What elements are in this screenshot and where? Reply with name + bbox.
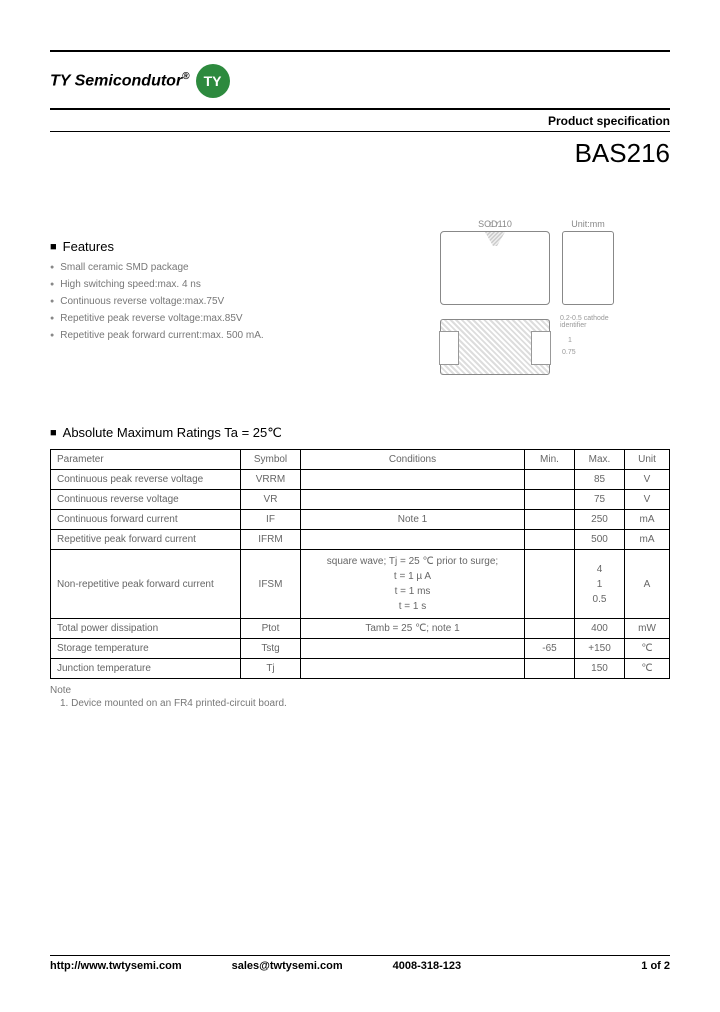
list-item: High switching speed:max. 4 ns: [50, 279, 410, 290]
feature-list: Small ceramic SMD package High switching…: [50, 262, 410, 341]
part-number: BAS216: [50, 138, 670, 169]
footer-url: http://www.twtysemi.com: [50, 960, 182, 972]
pkg-outline-side: [562, 231, 614, 305]
cathode-note: 0.2-0.5 cathode identifier: [560, 315, 620, 329]
ratings-heading: Absolute Maximum Ratings Ta = 25℃: [50, 425, 670, 441]
table-row: Storage temperatureTstg-65+150℃: [51, 639, 670, 659]
list-item: Continuous reverse voltage:max.75V: [50, 296, 410, 307]
footer-email: sales@twtysemi.com: [232, 960, 343, 972]
table-row: Repetitive peak forward currentIFRM500mA: [51, 530, 670, 550]
pkg-outline-front: 0.7: [440, 231, 550, 305]
top-rule: [50, 50, 670, 52]
list-item: Repetitive peak forward current:max. 500…: [50, 330, 410, 341]
ratings-table: Parameter Symbol Conditions Min. Max. Un…: [50, 449, 670, 679]
package-diagram: SOD110 0.7 Unit:mm 0.2-0.5 cathode ident…: [440, 219, 670, 375]
features-heading: Features: [50, 239, 410, 254]
header: TY Semicondutor® TY: [50, 64, 670, 98]
footer: http://www.twtysemi.com sales@twtysemi.c…: [50, 955, 670, 972]
pkg-notch-icon: [485, 232, 505, 246]
mid-rule: [50, 108, 670, 110]
table-row: Junction temperatureTj150℃: [51, 659, 670, 679]
col-min: Min.: [525, 450, 575, 470]
list-item: Repetitive peak reverse voltage:max.85V: [50, 313, 410, 324]
features-and-diagram: Features Small ceramic SMD package High …: [50, 239, 670, 375]
col-unit: Unit: [625, 450, 670, 470]
pkg-outline-bottom: [440, 319, 550, 375]
list-item: Small ceramic SMD package: [50, 262, 410, 273]
table-row: Continuous peak reverse voltageVRRM85V: [51, 470, 670, 490]
company-name: TY Semicondutor®: [50, 71, 190, 90]
pkg-label-side: Unit:mm: [562, 219, 614, 229]
table-row: Non-repetitive peak forward currentIFSMs…: [51, 550, 670, 619]
col-conditions: Conditions: [301, 450, 525, 470]
notes: Note 1. Device mounted on an FR4 printed…: [50, 685, 670, 709]
page-number: 1 of 2: [641, 960, 670, 972]
footer-phone: 4008-318-123: [393, 960, 462, 972]
logo-icon: TY: [196, 64, 230, 98]
table-row: Continuous forward currentIFNote 1250mA: [51, 510, 670, 530]
col-max: Max.: [575, 450, 625, 470]
col-symbol: Symbol: [241, 450, 301, 470]
note-item: 1. Device mounted on an FR4 printed-circ…: [60, 698, 670, 709]
table-row: Total power dissipationPtotTamb = 25 ℃; …: [51, 619, 670, 639]
product-spec-label: Product specification: [50, 114, 670, 132]
table-header-row: Parameter Symbol Conditions Min. Max. Un…: [51, 450, 670, 470]
note-heading: Note: [50, 685, 670, 696]
col-parameter: Parameter: [51, 450, 241, 470]
table-row: Continuous reverse voltageVR75V: [51, 490, 670, 510]
